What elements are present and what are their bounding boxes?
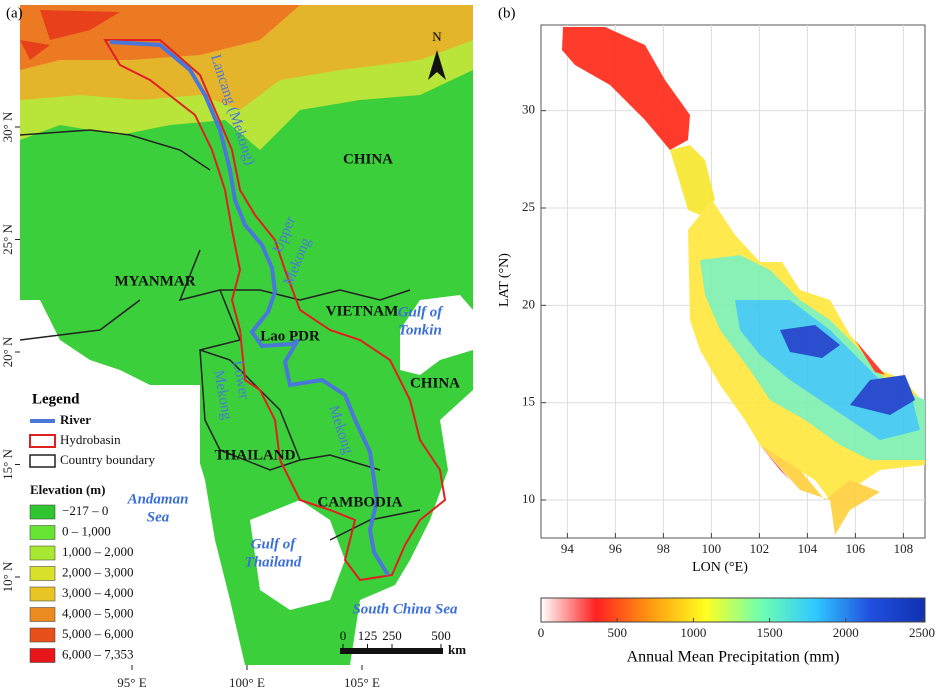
- x-tick-label: 104: [798, 541, 818, 556]
- scale-label: 250: [382, 628, 402, 643]
- y-tick-label: 10° N: [0, 561, 15, 592]
- y-axis-label: LAT (°N): [497, 253, 512, 307]
- scale-label: 125: [358, 628, 378, 643]
- y-tick-label: 10: [522, 491, 535, 506]
- country: Lao PDR: [260, 328, 320, 344]
- water-label: Gulf of: [398, 304, 445, 320]
- x-tick-label: 100: [702, 541, 722, 556]
- scale-label: 500: [431, 628, 451, 643]
- legend-swatch: [29, 545, 56, 561]
- colorbar-label: Annual Mean Precipitation (mm): [627, 649, 840, 666]
- gulf-thailand: [250, 500, 345, 610]
- country: MYANMAR: [114, 273, 195, 289]
- colorbar-tick-label: 1500: [757, 625, 783, 640]
- colorbar-tick-label: 500: [607, 625, 627, 640]
- legend-swatch: [29, 566, 56, 581]
- x-tick-label: 108: [894, 541, 914, 556]
- panel-label: (a): [6, 5, 23, 21]
- colorbar-tick-label: 2000: [833, 625, 859, 640]
- north-arrow: [428, 50, 446, 80]
- legend-item: 6,000 – 7,353: [62, 646, 134, 661]
- hydrobasin: [103, 39, 447, 582]
- peaks: [20, 10, 120, 60]
- water-label: Andaman: [127, 491, 189, 507]
- river: [109, 40, 390, 577]
- legend-basin: [29, 434, 56, 448]
- colorbar-tick-label: 2500: [909, 625, 935, 640]
- country: CHINA: [343, 151, 393, 167]
- legend-item: Country boundary: [60, 452, 155, 467]
- x-tick-label: 100° E: [229, 675, 265, 690]
- y-tick-label: 15: [522, 394, 535, 409]
- water-label: South China Sea: [352, 601, 458, 617]
- legend-item: 4,000 – 5,000: [62, 605, 134, 620]
- scale-unit: km: [448, 642, 466, 657]
- map: [19, 5, 473, 665]
- sea-east: [350, 390, 473, 665]
- scale-bar: [340, 648, 443, 654]
- x-tick-label: 95° E: [117, 675, 146, 690]
- x-tick-label: 102: [750, 541, 770, 556]
- water-label: Gulf of: [251, 536, 298, 552]
- y-tick-label: 20: [522, 296, 535, 311]
- scale-label: 0: [340, 628, 347, 643]
- legend-swatch: [29, 504, 56, 520]
- legend-item: −217 – 0: [62, 503, 108, 518]
- x-tick-label: 105° E: [344, 675, 380, 690]
- precip-field: [562, 27, 925, 535]
- north-label: N: [432, 29, 442, 44]
- y-tick-label: 30: [522, 102, 535, 117]
- gulf-tonkin: [400, 295, 473, 375]
- x-axis-label: LON (°E): [692, 560, 748, 575]
- legend-item: 0 – 1,000: [62, 523, 111, 538]
- country: CHINA: [410, 375, 460, 391]
- legend-swatch: [29, 627, 56, 643]
- legend-title: Legend: [32, 391, 80, 407]
- y-tick-label: 30° N: [0, 111, 15, 142]
- country-boundary: [19, 129, 421, 541]
- colorbar: [540, 597, 926, 623]
- water-label: Sea: [147, 509, 170, 525]
- y-tick-label: 25: [522, 199, 535, 214]
- legend-subtitle: Elevation (m): [30, 482, 105, 497]
- x-tick-label: 96: [609, 541, 623, 556]
- colorbar-tick-label: 1000: [680, 625, 706, 640]
- x-tick-label: 106: [846, 541, 866, 556]
- panel-label: (b): [498, 5, 516, 21]
- water-label: Thailand: [245, 554, 302, 570]
- river-label: Lower: [229, 359, 252, 400]
- y-tick-label: 25° N: [0, 223, 15, 254]
- water-label: Tonkin: [398, 322, 442, 338]
- legend-item: 3,000 – 4,000: [62, 585, 134, 600]
- legend-item: 2,000 – 3,000: [62, 564, 134, 579]
- x-tick-label: 94: [561, 541, 575, 556]
- country: VIETNAM: [326, 303, 399, 319]
- legend-swatch: [29, 586, 56, 602]
- legend-item: Hydrobasin: [60, 432, 121, 447]
- colorbar-tick-label: 0: [538, 625, 545, 640]
- legend-item: 5,000 – 6,000: [62, 626, 134, 641]
- legend-swatch: [29, 525, 56, 540]
- legend-swatch: [29, 607, 56, 622]
- country: CAMBODIA: [318, 494, 403, 510]
- y-tick-label: 15° N: [0, 448, 15, 479]
- country: THAILAND: [215, 447, 296, 463]
- legend-boundary: [29, 454, 56, 468]
- y-tick-label: 20° N: [0, 336, 15, 367]
- x-tick-label: 98: [657, 541, 670, 556]
- legend-item: 1,000 – 2,000: [62, 544, 134, 559]
- legend-swatch: [29, 648, 56, 663]
- legend-item: River: [60, 412, 91, 427]
